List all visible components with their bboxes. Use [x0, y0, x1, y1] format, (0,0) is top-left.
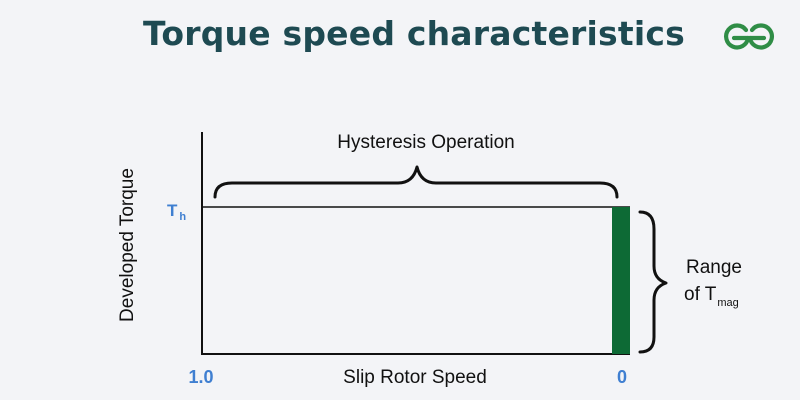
geeksforgeeks-logo-icon: [724, 23, 774, 50]
range-label-line2: of Tmag: [684, 284, 739, 309]
range-brace: [638, 210, 668, 354]
hysteresis-operation-label: Hysteresis Operation: [337, 132, 514, 153]
y-axis-label: Developed Torque: [117, 168, 138, 322]
x-tick-left: 1.0: [188, 367, 213, 387]
range-label-line1: Range: [686, 257, 742, 278]
page-title: Torque speed characteristics: [143, 14, 685, 53]
magnetizing-torque-bar: [612, 207, 630, 354]
hysteresis-brace: [213, 165, 619, 199]
x-axis-label: Slip Rotor Speed: [343, 367, 487, 388]
x-tick-right: 0: [617, 367, 627, 387]
